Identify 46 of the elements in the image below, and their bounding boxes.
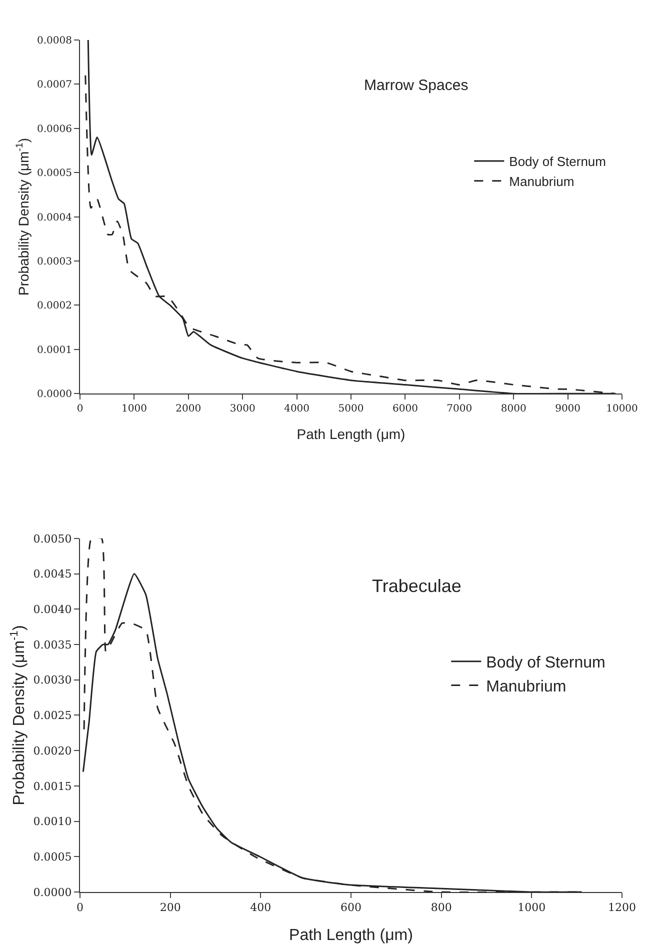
- y-tick-label: 0.0045: [33, 568, 72, 581]
- y-tick-label: 0.0005: [37, 168, 72, 180]
- y-tick-label: 0.0035: [33, 638, 72, 652]
- x-tick-label: 400: [250, 901, 272, 914]
- text: Marrow Spaces: [364, 77, 468, 94]
- x-axis-title: Path Length (μm): [296, 426, 406, 442]
- x-tick-label: 4000: [284, 404, 310, 415]
- y-tick-label: 0.0003: [37, 256, 72, 268]
- x-tick-label: 1000: [518, 901, 546, 914]
- legend-label: Body of Sternum: [509, 154, 606, 170]
- x-tick-label: 9000: [555, 404, 581, 415]
- legend-label: Manubrium: [509, 174, 574, 189]
- x-tick-label: 7000: [446, 404, 472, 415]
- y-tick-label: 0.0000: [33, 886, 72, 899]
- y-tick-label: 0.0005: [33, 850, 72, 864]
- y-tick-label: 0.0020: [33, 744, 72, 758]
- y-tick-label: 0.0002: [37, 300, 72, 312]
- text: Trabeculae: [372, 576, 462, 596]
- y-tick-label: 0.0008: [37, 36, 72, 46]
- x-tick-label: 0: [76, 901, 84, 914]
- x-tick-label: 8000: [500, 404, 526, 415]
- x-tick-label: 10000: [606, 404, 638, 415]
- x-tick-label: 0: [76, 404, 84, 415]
- y-tick-label: 0.0025: [33, 709, 72, 722]
- y-tick-label: 0.0015: [33, 780, 72, 793]
- y-tick-label: 0.0004: [37, 212, 72, 224]
- x-tick-label: 600: [340, 901, 362, 914]
- x-tick-label: 1000: [121, 404, 147, 415]
- x-tick-label: 3000: [230, 404, 256, 415]
- y-tick-label: 0.0050: [33, 532, 72, 546]
- x-axis-title: Path Length (μm): [289, 926, 413, 944]
- y-tick-label: 0.0030: [33, 674, 72, 687]
- y-tick-label: 0.0006: [37, 124, 72, 135]
- y-tick-label: 0.0001: [37, 344, 72, 356]
- y-tick-label: 0.0040: [33, 602, 72, 616]
- x-tick-label: 5000: [338, 404, 364, 415]
- x-tick-label: 200: [160, 901, 181, 914]
- x-tick-label: 6000: [392, 404, 418, 415]
- legend-label: Manubrium: [486, 678, 566, 696]
- y-tick-label: 0.0000: [37, 389, 72, 400]
- x-tick-label: 1200: [608, 901, 636, 914]
- x-tick-label: 800: [430, 901, 452, 914]
- y-tick-label: 0.0010: [33, 815, 72, 828]
- x-tick-label: 2000: [176, 404, 202, 415]
- legend-label: Body of Sternum: [486, 654, 606, 672]
- y-tick-label: 0.0007: [37, 80, 72, 91]
